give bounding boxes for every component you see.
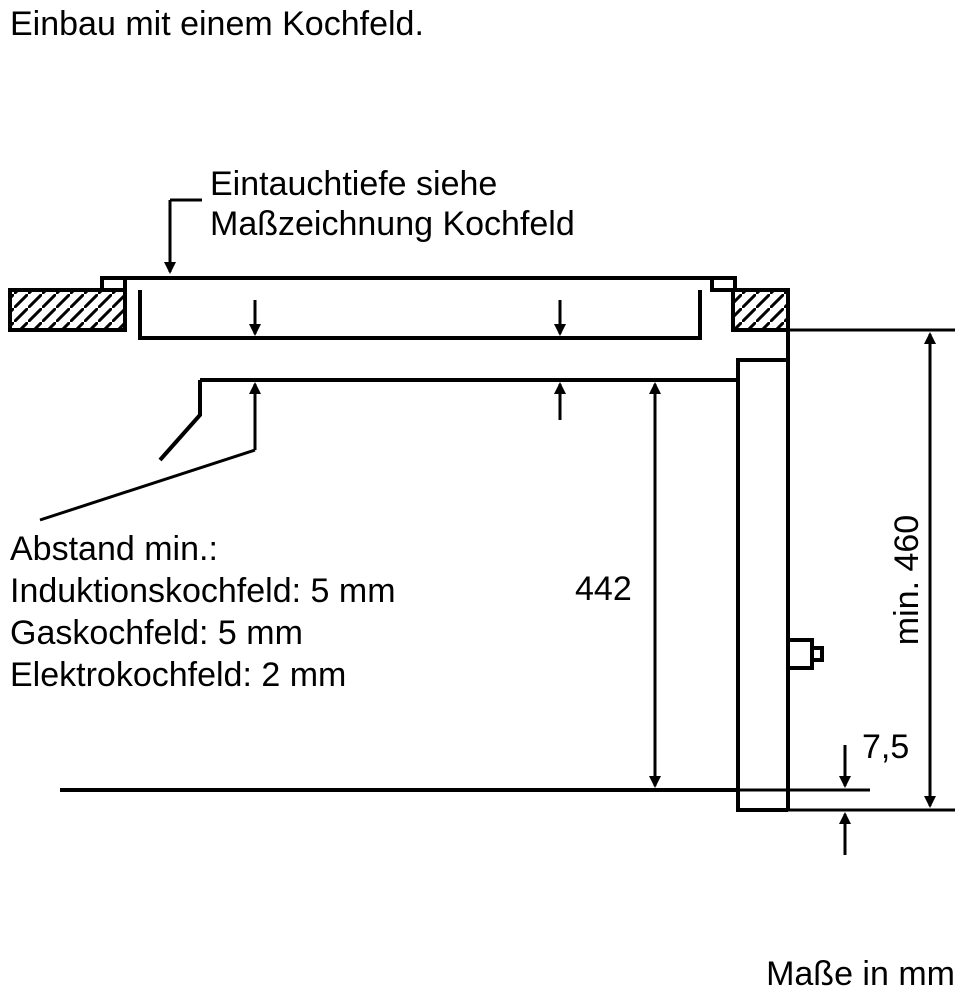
label-abstand-gas: Gaskochfeld: 5 mm	[10, 614, 303, 652]
dim-min460-value: min. 460	[888, 515, 926, 645]
leader-eintauchtiefe	[170, 200, 202, 272]
dim-gap-cooktop-oven	[40, 300, 560, 520]
dim-7-5-value: 7,5	[862, 728, 909, 766]
label-eintauchtiefe-2: Maßzeichnung Kochfeld	[210, 205, 575, 243]
label-abstand-induktion: Induktionskochfeld: 5 mm	[10, 572, 396, 610]
abstand-block: Abstand min.: Induktionskochfeld: 5 mm G…	[10, 530, 396, 694]
oven-outline	[60, 330, 822, 810]
dim-7-5	[738, 745, 870, 855]
label-eintauchtiefe-1: Eintauchtiefe siehe	[210, 165, 497, 203]
installation-diagram: Einbau mit einem Kochfeld.	[0, 0, 965, 1000]
diagram-title: Einbau mit einem Kochfeld.	[10, 5, 424, 43]
cooktop-profile	[102, 278, 735, 338]
label-abstand-title: Abstand min.:	[10, 530, 218, 568]
countertop	[10, 290, 788, 330]
footer-units: Maße in mm	[766, 955, 955, 993]
dim-442-value: 442	[575, 570, 632, 608]
label-abstand-elektro: Elektrokochfeld: 2 mm	[10, 656, 346, 694]
